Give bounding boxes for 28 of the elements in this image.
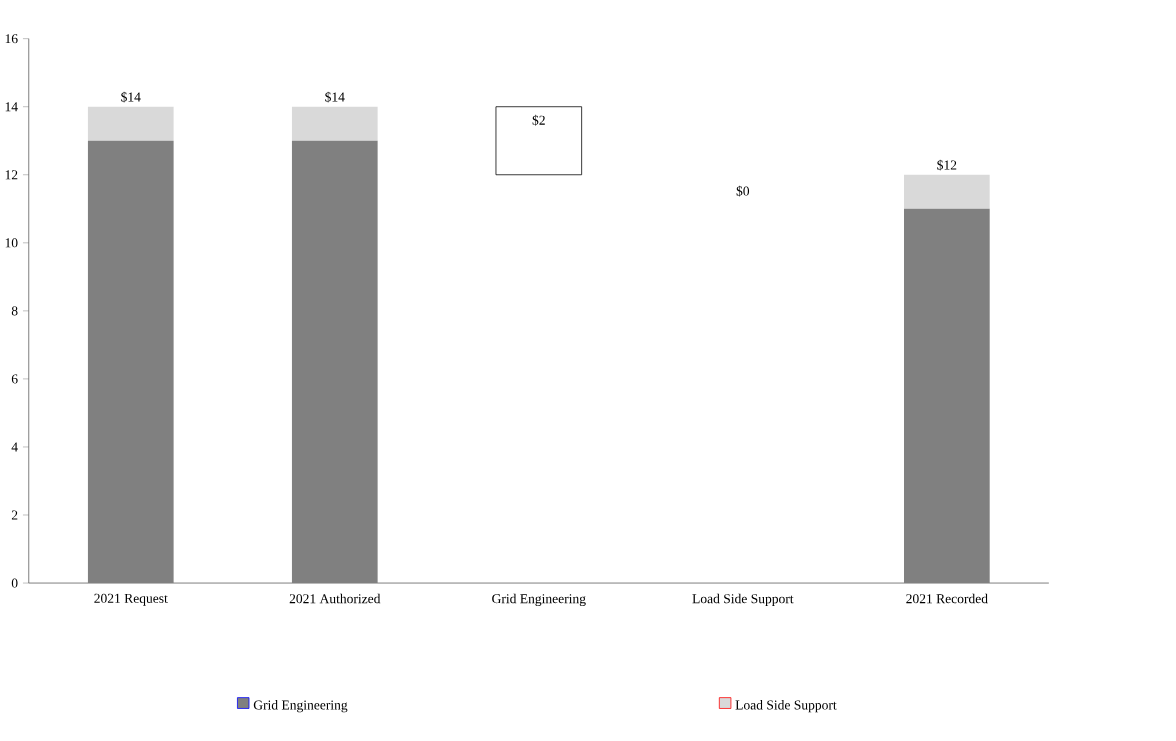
- bar: [904, 174, 990, 209]
- bar: [291, 106, 378, 141]
- legend-label: Load Side Support: [735, 700, 837, 713]
- y-tick-label: 10: [5, 238, 18, 248]
- y-tick-label: 0: [11, 578, 18, 588]
- y-tick-label: 12: [5, 170, 18, 180]
- bar: [904, 208, 990, 584]
- total-label: $12: [937, 159, 957, 171]
- x-tick-label: Load Side Support: [692, 593, 794, 607]
- bar: [87, 106, 174, 141]
- x-tick-label: 2021 Authorized: [289, 593, 381, 604]
- bar: [87, 140, 174, 584]
- y-tick-label: 2: [11, 510, 18, 520]
- annotation: $0: [736, 185, 750, 197]
- legend-label: Grid Engineering: [253, 700, 348, 713]
- y-tick-label: 14: [5, 102, 18, 112]
- x-tick-label: 2021 Recorded: [906, 593, 988, 604]
- x-tick-label: 2021 Request: [94, 593, 168, 606]
- y-tick-label: 6: [11, 374, 18, 384]
- y-tick-label: 8: [11, 306, 18, 316]
- total-label: $2: [532, 115, 545, 126]
- x-tick-label: Grid Engineering: [492, 593, 586, 607]
- bar: [495, 106, 583, 176]
- bar: [291, 140, 378, 584]
- y-tick-label: 4: [11, 442, 18, 452]
- total-label: $14: [325, 91, 345, 103]
- total-label: $14: [121, 91, 141, 103]
- y-tick-label: 16: [5, 34, 18, 44]
